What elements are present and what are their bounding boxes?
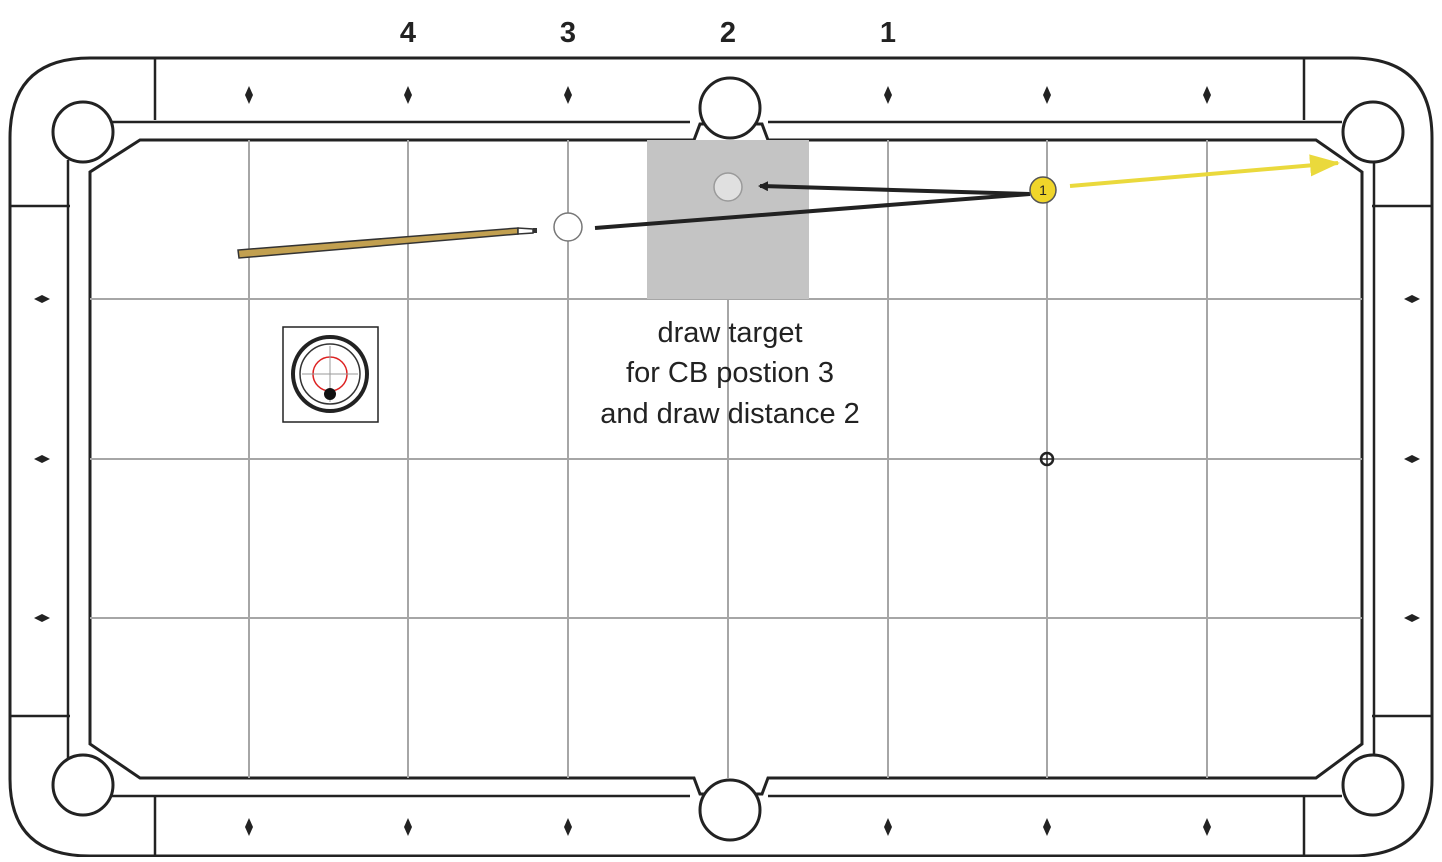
object-ball-path [1069, 154, 1340, 188]
top-left-pocket [51, 100, 115, 164]
object-ball-number: 1 [1039, 182, 1047, 198]
diamond-marker [404, 818, 412, 836]
cue-ball [553, 212, 583, 242]
caption-line-2: for CB postion 3 [626, 357, 834, 389]
diamond-marker [1203, 86, 1211, 104]
diamond-marker [1404, 455, 1420, 463]
column-label-4: 4 [400, 17, 416, 49]
diamond-marker [564, 86, 572, 104]
object-ball-circle [1029, 176, 1057, 204]
column-label-3: 3 [560, 17, 576, 49]
cushion-outer-lines [66, 120, 1376, 798]
rail-diamonds [34, 86, 1420, 836]
diamond-marker [34, 295, 50, 303]
cue-stick [237, 227, 537, 259]
column-label-2: 2 [720, 17, 736, 49]
bottom-left-pocket [51, 753, 115, 817]
caption-line-3: and draw distance 2 [600, 398, 860, 430]
bottom-right-pocket [1341, 753, 1405, 817]
diamond-marker [1203, 818, 1211, 836]
caption-line-1: draw target [657, 317, 802, 349]
diamond-marker [884, 86, 892, 104]
diamond-marker [34, 455, 50, 463]
column-label-1: 1 [880, 17, 896, 49]
bottom-side-pocket [698, 778, 762, 842]
diamond-marker [245, 86, 253, 104]
cue-tip-position-icon [282, 326, 379, 423]
diamond-marker [245, 818, 253, 836]
diamond-marker [1043, 818, 1051, 836]
diamond-marker [34, 614, 50, 622]
diamond-marker [404, 86, 412, 104]
top-right-pocket [1341, 100, 1405, 164]
ghost-cue-ball [713, 172, 743, 202]
diamond-marker [1043, 86, 1051, 104]
cue-tip-dot [324, 388, 336, 400]
rail-dividers [10, 58, 1432, 856]
top-side-pocket [698, 76, 762, 140]
pockets [51, 76, 1405, 842]
diamond-marker [1404, 295, 1420, 303]
diamond-marker [564, 818, 572, 836]
object-ball: 1 [1029, 176, 1057, 204]
diamond-marker [1404, 614, 1420, 622]
spot-marker-icon [1039, 451, 1055, 467]
diamond-marker [884, 818, 892, 836]
